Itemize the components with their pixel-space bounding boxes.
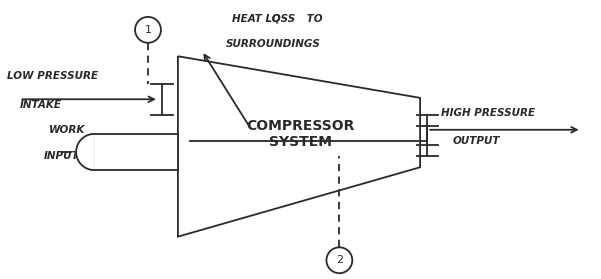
Text: COMPRESSOR
SYSTEM: COMPRESSOR SYSTEM [246, 119, 355, 149]
Polygon shape [76, 134, 94, 170]
Text: TO: TO [304, 14, 323, 24]
Text: HIGH PRESSURE: HIGH PRESSURE [441, 108, 535, 118]
Text: 1: 1 [144, 25, 151, 35]
Text: 2: 2 [336, 255, 343, 265]
Text: HEAT LOSS: HEAT LOSS [232, 14, 299, 24]
Text: LOW PRESSURE: LOW PRESSURE [7, 71, 99, 81]
Text: INTAKE: INTAKE [19, 100, 61, 110]
Text: OUTPUT: OUTPUT [453, 136, 501, 146]
Bar [94, 134, 178, 170]
Text: Q: Q [232, 14, 281, 24]
Text: SURROUNDINGS: SURROUNDINGS [226, 39, 320, 49]
Text: INPUT: INPUT [43, 151, 79, 161]
Text: WORK: WORK [49, 125, 86, 135]
